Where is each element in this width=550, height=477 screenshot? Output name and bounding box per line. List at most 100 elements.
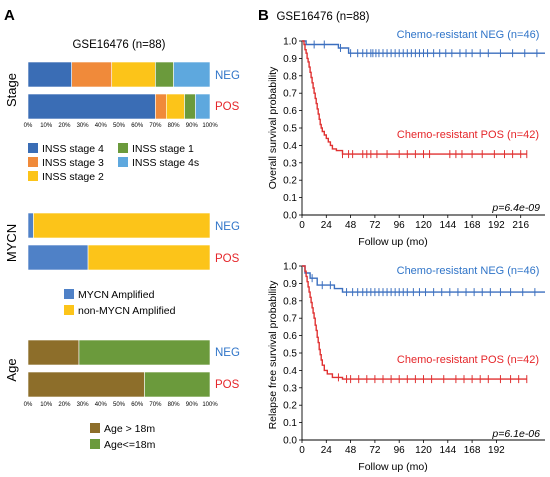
stage-legend-swatch bbox=[28, 157, 38, 167]
os-x-axis-label: Follow up (mo) bbox=[358, 236, 427, 248]
panel-a-title: GSE16476 (n=88) bbox=[72, 39, 165, 51]
os-curves bbox=[302, 40, 545, 159]
os-y-axis-label: Overall survival probability bbox=[267, 66, 279, 189]
age-legend-swatch bbox=[90, 423, 100, 433]
stage-group-label: Stage bbox=[4, 73, 19, 107]
mycn-neg-label: NEG bbox=[215, 221, 240, 233]
os-y-tick-label: 0.8 bbox=[283, 71, 297, 82]
stage-legend-label: INSS stage 1 bbox=[132, 143, 194, 155]
stage-bar-pos-inss-stage-4s bbox=[195, 93, 211, 120]
stage-legend: INSS stage 4 INSS stage 3 INSS stage 2 INSS… bbox=[28, 143, 199, 183]
stage-bar-neg-inss-stage-1 bbox=[155, 61, 174, 88]
rfs-curve-pos bbox=[302, 265, 527, 380]
rfs-y-tick-label: 0.6 bbox=[283, 331, 297, 342]
os-x-tick-label: 24 bbox=[321, 220, 333, 231]
stage-x-tick: 100% bbox=[202, 123, 218, 129]
os-y-tick-label: 0.4 bbox=[283, 141, 297, 152]
os-x-tick-label: 144 bbox=[439, 220, 456, 231]
age-x-tick: 90% bbox=[186, 402, 199, 408]
stage-neg-label: NEG bbox=[215, 70, 240, 82]
os-y-tick-label: 0.0 bbox=[283, 211, 297, 222]
stage-legend-label: INSS stage 4s bbox=[132, 157, 199, 169]
mycn-bar-chart: MYCN NEG POS MYCN Amplified non-MYCN Ampl… bbox=[4, 212, 240, 317]
stage-x-tick: 20% bbox=[58, 123, 71, 129]
mycn-legend: MYCN Amplified non-MYCN Amplified bbox=[64, 289, 176, 317]
stage-bar-neg-inss-stage-2 bbox=[111, 61, 156, 88]
rfs-y-tick-label: 1.0 bbox=[283, 262, 297, 273]
rfs-pvalue: p=6.1e-06 bbox=[491, 428, 540, 440]
stage-x-tick: 90% bbox=[186, 123, 199, 129]
stage-bar-pos-inss-stage-4 bbox=[27, 93, 156, 120]
age-bar-neg-age-18m bbox=[27, 339, 80, 366]
rfs-y-tick-label: 0.1 bbox=[283, 418, 297, 429]
os-y-tick-label: 0.1 bbox=[283, 193, 297, 204]
rfs-x-tick-label: 0 bbox=[299, 445, 305, 456]
age-legend: Age > 18m Age<=18m bbox=[90, 423, 156, 451]
rfs-axes: 0.0 0.1 0.2 0.3 0.4 0.5 0.6 0.7 0.8 0.9 1.0 0 24 48 72… bbox=[283, 262, 545, 456]
stage-x-ticks: 0% 10% 20% 30% 40% 50% 60% 70% 80% 90% 100% bbox=[24, 123, 219, 129]
stage-bar-neg-inss-stage-3 bbox=[71, 61, 113, 88]
stage-bars bbox=[27, 61, 211, 120]
age-x-tick: 70% bbox=[149, 402, 162, 408]
stage-legend-swatch bbox=[118, 143, 128, 153]
age-legend-swatch bbox=[90, 439, 100, 449]
age-x-ticks: 0% 10% 20% 30% 40% 50% 60% 70% 80% 90% 100% bbox=[24, 402, 219, 408]
stage-bar-neg-inss-stage-4 bbox=[27, 61, 72, 88]
stage-x-tick: 0% bbox=[24, 123, 33, 129]
mycn-legend-swatch bbox=[64, 289, 74, 299]
rfs-x-tick-label: 168 bbox=[464, 445, 481, 456]
age-x-tick: 80% bbox=[168, 402, 181, 408]
os-y-tick-label: 0.3 bbox=[283, 158, 297, 169]
os-y-tick-label: 0.2 bbox=[283, 176, 297, 187]
mycn-bar-pos-non-mycn-amplified bbox=[87, 244, 211, 271]
stage-legend-swatch bbox=[118, 157, 128, 167]
os-y-tick-label: 1.0 bbox=[283, 37, 297, 48]
age-x-tick: 100% bbox=[202, 402, 218, 408]
age-x-tick: 40% bbox=[95, 402, 108, 408]
age-x-tick: 30% bbox=[77, 402, 90, 408]
age-bar-chart: Age NEG POS 0% 10% 20% 30% 40% 50% 60% 70% 80% 90… bbox=[4, 339, 240, 451]
age-legend-label: Age > 18m bbox=[104, 423, 155, 435]
stage-x-tick: 50% bbox=[113, 123, 126, 129]
os-curve-pos bbox=[302, 40, 527, 155]
rfs-x-tick-label: 48 bbox=[345, 445, 357, 456]
overall-survival-plot: 0.0 0.1 0.2 0.3 0.4 0.5 0.6 0.7 0.8 0.9 1.0 0 24 48 72… bbox=[267, 29, 545, 248]
age-bar-pos-age-18m bbox=[144, 371, 211, 398]
os-pvalue: p=6.4e-09 bbox=[491, 202, 540, 214]
mycn-bar-pos-mycn-amplified bbox=[27, 244, 89, 271]
rfs-y-tick-label: 0.5 bbox=[283, 349, 297, 360]
os-y-tick-label: 0.7 bbox=[283, 89, 297, 100]
mycn-legend-label: non-MYCN Amplified bbox=[78, 305, 176, 317]
stage-legend-label: INSS stage 4 bbox=[42, 143, 104, 155]
rfs-x-tick-label: 24 bbox=[321, 445, 333, 456]
mycn-group-label: MYCN bbox=[4, 224, 19, 262]
rfs-x-tick-label: 120 bbox=[415, 445, 432, 456]
stage-x-tick: 60% bbox=[131, 123, 144, 129]
rfs-y-tick-label: 0.3 bbox=[283, 383, 297, 394]
stage-legend-label: INSS stage 3 bbox=[42, 157, 104, 169]
os-neg-series-label: Chemo-resistant NEG (n=46) bbox=[397, 29, 540, 41]
rfs-y-tick-label: 0.7 bbox=[283, 314, 297, 325]
os-x-tick-label: 72 bbox=[369, 220, 381, 231]
stage-x-tick: 80% bbox=[168, 123, 181, 129]
mycn-bar-neg-mycn-amplified bbox=[27, 212, 34, 239]
panel-a-letter: A bbox=[4, 7, 15, 24]
age-bar-neg-age-18m bbox=[78, 339, 211, 366]
stage-x-tick: 40% bbox=[95, 123, 108, 129]
stage-bar-pos-inss-stage-1 bbox=[184, 93, 196, 120]
panel-b-letter: B bbox=[258, 7, 269, 24]
os-x-tick-label: 96 bbox=[394, 220, 406, 231]
stage-pos-label: POS bbox=[215, 101, 240, 113]
stage-legend-label: INSS stage 2 bbox=[42, 171, 104, 183]
age-x-tick: 60% bbox=[131, 402, 144, 408]
rfs-x-tick-label: 72 bbox=[369, 445, 381, 456]
age-group-label: Age bbox=[4, 358, 19, 381]
rfs-x-tick-label: 192 bbox=[488, 445, 505, 456]
rfs-y-tick-label: 0.4 bbox=[283, 366, 297, 377]
age-x-tick: 20% bbox=[58, 402, 71, 408]
os-curve-neg bbox=[302, 40, 545, 54]
mycn-pos-label: POS bbox=[215, 253, 240, 265]
mycn-bars bbox=[27, 212, 211, 271]
rfs-x-axis-label: Follow up (mo) bbox=[358, 461, 427, 473]
